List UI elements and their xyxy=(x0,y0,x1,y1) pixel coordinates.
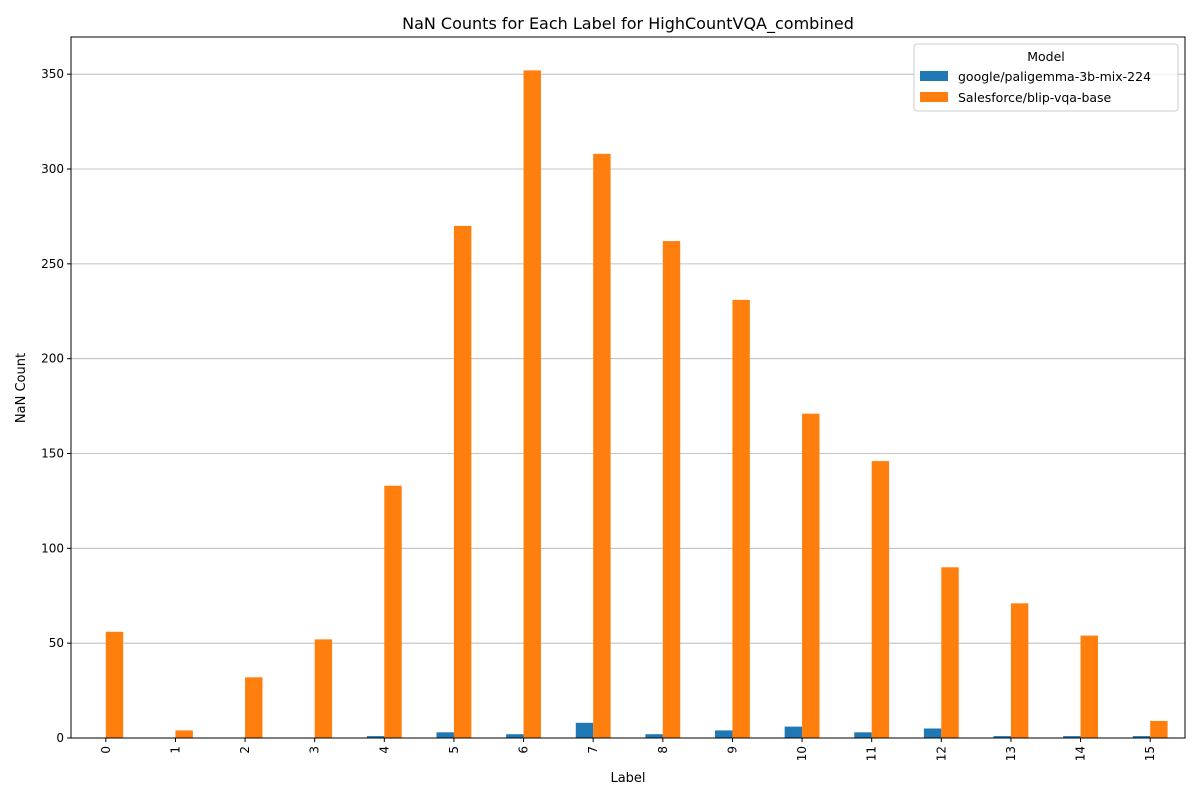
bar xyxy=(1010,603,1029,738)
x-tick-label: 8 xyxy=(656,746,670,754)
bar xyxy=(802,413,820,738)
chart-title: NaN Counts for Each Label for HighCountV… xyxy=(402,14,854,34)
plot-frame xyxy=(70,36,1186,739)
legend-title: Model xyxy=(1027,49,1065,64)
legend-swatch xyxy=(920,92,948,102)
x-tick-label: 14 xyxy=(1074,746,1088,761)
y-tick-label: 350 xyxy=(41,67,64,81)
bar xyxy=(436,732,454,738)
legend: Model google/paligemma-3b-mix-224 Salesfor… xyxy=(913,43,1179,112)
legend-label: Salesforce/blip-vqa-base xyxy=(958,90,1112,105)
bar xyxy=(366,736,385,738)
bar xyxy=(662,241,681,738)
x-tick-label: 12 xyxy=(934,746,948,761)
bar xyxy=(923,728,942,738)
y-tick-label: 150 xyxy=(41,447,64,461)
bar xyxy=(784,726,803,738)
bar xyxy=(523,70,541,738)
x-tick-label: 10 xyxy=(795,746,809,761)
y-tick-label: 200 xyxy=(41,352,64,366)
bar xyxy=(1063,736,1081,738)
y-axis-label: NaN Count xyxy=(14,353,29,423)
bar xyxy=(453,225,472,739)
x-tick-label: 3 xyxy=(308,746,322,754)
x-tick-label: 7 xyxy=(586,746,600,754)
x-tick-label: 0 xyxy=(99,746,113,754)
x-tick-label: 1 xyxy=(168,746,182,754)
bar xyxy=(1150,720,1168,738)
bar xyxy=(993,736,1011,738)
bar xyxy=(245,677,263,738)
bar xyxy=(593,153,611,739)
legend-label: google/paligemma-3b-mix-224 xyxy=(958,69,1151,84)
x-tick-label: 9 xyxy=(725,746,739,754)
bar xyxy=(732,299,750,738)
bar xyxy=(715,730,733,738)
legend-swatch xyxy=(920,71,948,81)
bars xyxy=(105,70,1168,739)
bar xyxy=(1132,736,1151,738)
bar xyxy=(871,461,890,738)
bar xyxy=(314,639,333,738)
bar xyxy=(941,567,959,738)
x-tick-label: 15 xyxy=(1143,746,1157,761)
bar xyxy=(105,631,124,738)
bar xyxy=(175,730,193,738)
x-axis-label: Label xyxy=(610,771,645,786)
x-tick-label: 4 xyxy=(377,746,391,754)
y-tick-label: 50 xyxy=(49,636,64,650)
bar xyxy=(854,732,872,738)
bar xyxy=(384,485,402,738)
y-tick-label: 0 xyxy=(56,731,64,745)
legend-box xyxy=(913,43,1179,112)
bar xyxy=(575,722,594,738)
x-tick-label: 6 xyxy=(517,746,531,754)
bar xyxy=(506,734,524,738)
x-tick-label: 2 xyxy=(238,746,252,754)
y-tick-label: 300 xyxy=(41,162,64,176)
y-tick-label: 100 xyxy=(41,541,64,555)
x-tick-label: 5 xyxy=(447,746,461,754)
x-tick-label: 11 xyxy=(865,746,879,761)
bar xyxy=(645,734,663,738)
bar xyxy=(1080,635,1098,738)
y-tick-label: 250 xyxy=(41,257,64,271)
x-tick-label: 13 xyxy=(1004,746,1018,761)
